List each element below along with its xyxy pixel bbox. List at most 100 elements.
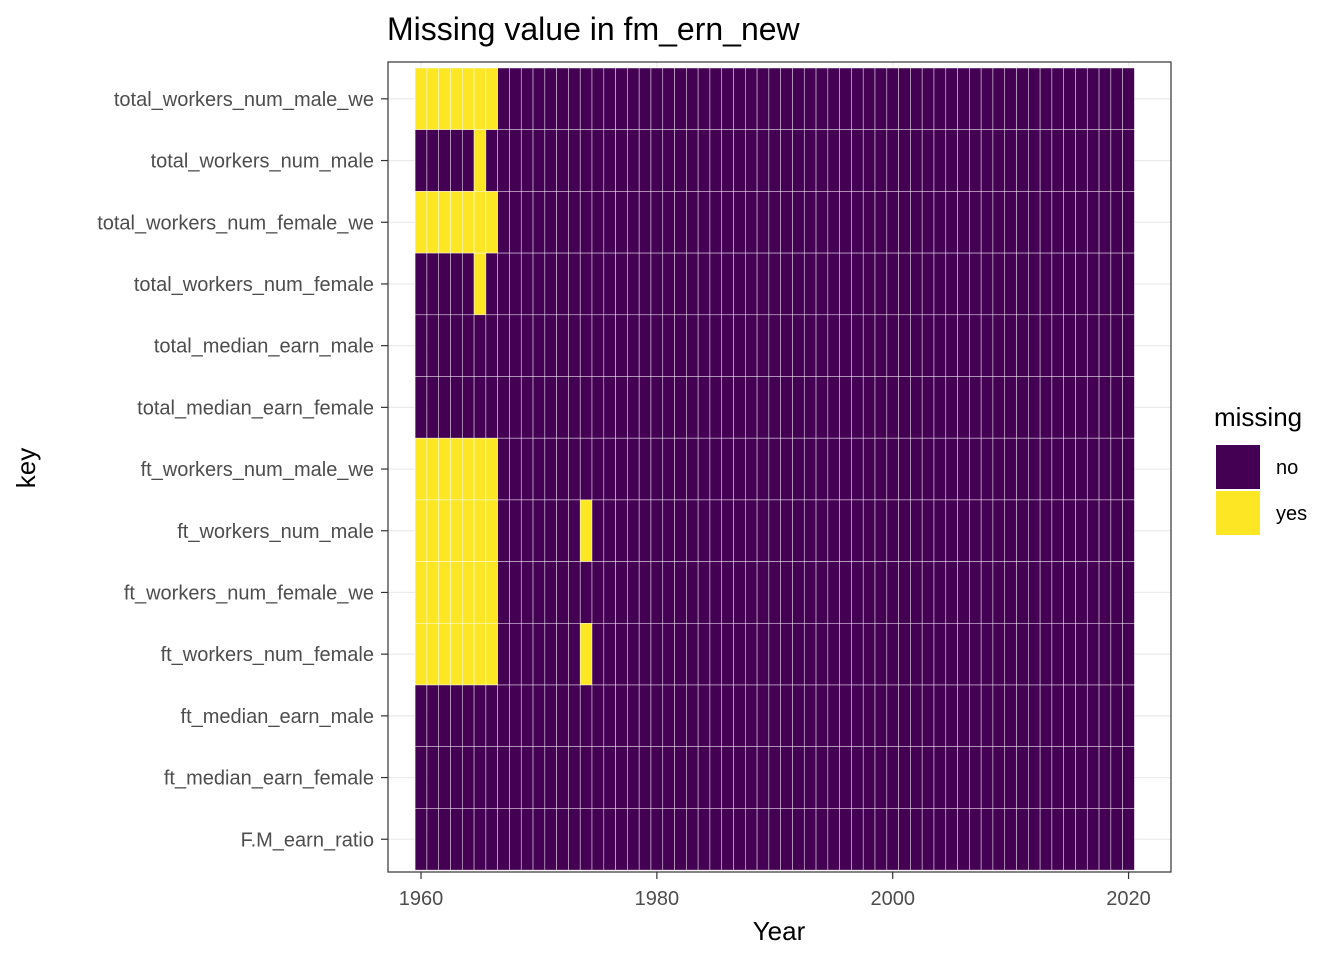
heatmap-tile — [591, 808, 605, 871]
heatmap-tile — [992, 561, 1006, 624]
heatmap-tile — [615, 808, 628, 871]
heatmap-tile — [992, 252, 1006, 316]
heatmap-tile — [568, 684, 581, 748]
heatmap-tile — [426, 808, 440, 871]
heatmap-tile — [1039, 437, 1053, 501]
heatmap-tile — [426, 252, 440, 316]
heatmap-tile — [473, 67, 487, 131]
heatmap-tile — [579, 191, 593, 254]
heatmap-tile — [815, 746, 829, 809]
heatmap-tile — [969, 622, 982, 686]
heatmap-tile — [556, 746, 569, 809]
heatmap-tile — [603, 499, 616, 562]
heatmap-tile — [780, 129, 793, 192]
heatmap-tile — [780, 437, 793, 501]
heatmap-tile — [485, 252, 498, 316]
heatmap-tile — [945, 376, 958, 439]
heatmap-tile — [862, 191, 876, 254]
heatmap-tile — [933, 129, 947, 192]
heatmap-tile — [520, 314, 534, 377]
heatmap-tile — [957, 561, 970, 624]
heatmap-tile — [556, 622, 569, 686]
heatmap-tile — [768, 808, 781, 871]
heatmap-tile — [638, 376, 652, 439]
heatmap-tile — [1086, 684, 1100, 748]
heatmap-tile — [756, 808, 770, 871]
heatmap-tile — [532, 67, 546, 131]
heatmap-tile — [461, 808, 475, 871]
heatmap-tile — [768, 191, 781, 254]
heatmap-tile — [509, 561, 522, 624]
heatmap-tile — [768, 746, 781, 809]
heatmap-tile — [414, 561, 428, 624]
heatmap-tile — [1063, 499, 1076, 562]
heatmap-tile — [1016, 499, 1029, 562]
heatmap-tile — [450, 684, 463, 748]
heatmap-tile — [898, 191, 911, 254]
heatmap-tile — [733, 499, 746, 562]
heatmap-tile — [969, 684, 982, 748]
heatmap-tile — [591, 622, 605, 686]
heatmap-tile — [662, 252, 675, 316]
heatmap-tile — [957, 622, 970, 686]
heatmap-tile — [815, 129, 829, 192]
heatmap-tile — [497, 746, 510, 809]
heatmap-tile — [438, 746, 451, 809]
heatmap-tile — [1110, 252, 1123, 316]
legend-swatch-yes — [1216, 491, 1260, 535]
heatmap-tile — [874, 314, 888, 377]
heatmap-tile — [473, 684, 487, 748]
heatmap-tile — [414, 67, 428, 131]
heatmap-tile — [532, 314, 546, 377]
heatmap-tile — [509, 499, 522, 562]
heatmap-tile — [697, 252, 711, 316]
heatmap-tile — [556, 252, 569, 316]
heatmap-tile — [862, 622, 876, 686]
heatmap-tile — [697, 314, 711, 377]
heatmap-tile — [874, 746, 888, 809]
heatmap-tile — [509, 191, 522, 254]
heatmap-tile — [650, 684, 664, 748]
heatmap-tile — [1051, 252, 1064, 316]
heatmap-tile — [945, 499, 958, 562]
heatmap-tile — [450, 746, 463, 809]
heatmap-tile — [851, 67, 864, 131]
heatmap-tile — [1098, 746, 1112, 809]
heatmap-tile — [756, 622, 770, 686]
heatmap-tile — [1051, 808, 1064, 871]
heatmap-tile — [544, 746, 557, 809]
heatmap-tile — [721, 252, 734, 316]
heatmap-tile — [579, 808, 593, 871]
heatmap-tile — [898, 129, 911, 192]
heatmap-tile — [426, 622, 440, 686]
heatmap-tile — [579, 67, 593, 131]
heatmap-tile — [957, 314, 970, 377]
heatmap-tile — [697, 376, 711, 439]
heatmap-tile — [992, 746, 1006, 809]
heatmap-tile — [709, 808, 723, 871]
heatmap-tile — [792, 191, 805, 254]
heatmap-tile — [1016, 314, 1029, 377]
heatmap-tile — [910, 314, 923, 377]
heatmap-tile — [839, 808, 852, 871]
heatmap-tile — [485, 746, 498, 809]
heatmap-tile — [1110, 191, 1123, 254]
heatmap-tile — [980, 376, 994, 439]
heatmap-tile — [745, 746, 758, 809]
heatmap-tile — [532, 437, 546, 501]
heatmap-tile — [1004, 252, 1017, 316]
heatmap-tile — [1039, 561, 1053, 624]
heatmap-tile — [945, 746, 958, 809]
heatmap-tile — [803, 67, 817, 131]
heatmap-tile — [1028, 561, 1041, 624]
heatmap-tile — [1004, 437, 1017, 501]
heatmap-tile — [921, 808, 935, 871]
heatmap-tile — [768, 252, 781, 316]
heatmap-tile — [650, 129, 664, 192]
heatmap-tile — [662, 499, 675, 562]
heatmap-tile — [898, 622, 911, 686]
heatmap-tile — [485, 808, 498, 871]
heatmap-tile — [497, 191, 510, 254]
x-tick-label: 1980 — [635, 888, 680, 910]
heatmap-tile — [745, 561, 758, 624]
